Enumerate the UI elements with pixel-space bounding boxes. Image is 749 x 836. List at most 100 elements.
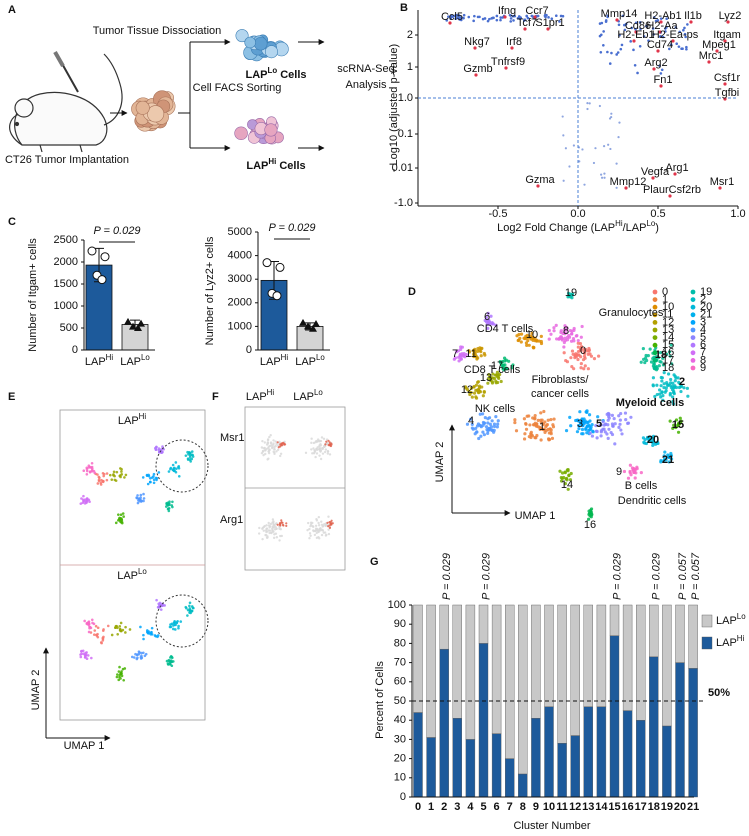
bar-segment [491, 733, 502, 798]
cell-dot [525, 343, 529, 347]
cell-dot [276, 448, 280, 451]
cell-dot [611, 424, 615, 428]
column-label-part: Hi [267, 388, 275, 397]
p-value-label: P = 0.029 [651, 553, 663, 600]
cell-dot [486, 428, 491, 432]
cell-dot [599, 434, 603, 438]
y-tick-label: 500 [60, 322, 78, 334]
cell-dot [550, 436, 555, 440]
cell-dot [320, 528, 324, 532]
cell-dot [460, 345, 464, 349]
cell-dot [154, 476, 158, 480]
cell-dot [554, 323, 558, 327]
legend-swatch [652, 335, 658, 340]
cell-dot [267, 521, 270, 525]
cell-dot [267, 450, 270, 453]
cell-dot [603, 430, 607, 434]
bar-segment [413, 712, 423, 798]
data-point [129, 322, 137, 330]
cell-dot [664, 389, 668, 393]
gene-label: Mmp12 [610, 176, 647, 188]
gene-dot [674, 26, 678, 29]
cell-dot [536, 418, 540, 422]
cell-dot [576, 419, 581, 423]
cell-dot [490, 322, 494, 326]
cell-dot [486, 311, 490, 315]
x-tick-label-part: LAP [120, 356, 141, 368]
cell-dot [88, 470, 92, 474]
cell-dot [659, 384, 663, 388]
gene-dot [677, 45, 681, 48]
gene-dot [481, 17, 485, 21]
cell-dot [518, 336, 522, 340]
cell-dot [659, 360, 663, 364]
bar-segment [531, 718, 541, 798]
cell-dot [169, 656, 172, 659]
cell-dot [576, 349, 581, 354]
cell-dot [668, 393, 672, 397]
gene-dot [462, 13, 466, 17]
gene-dot [543, 14, 547, 18]
legend-label: 21 [700, 309, 712, 321]
cell-dot [264, 452, 267, 456]
gene-dot [602, 43, 605, 47]
cell-dot [524, 341, 529, 345]
cell-dot [647, 436, 651, 441]
legend-swatch [652, 342, 658, 348]
cell-group-label-part: Cells [277, 69, 306, 81]
cell-dot [270, 446, 274, 450]
cell-dot [558, 469, 562, 473]
cell-dot [474, 388, 478, 392]
cell-dot [174, 628, 177, 631]
cluster-number: 5 [596, 418, 602, 430]
cell-dot [566, 291, 571, 295]
y-tick-label: 0.1 [398, 128, 413, 140]
bar-segment [557, 604, 567, 744]
cell-dot [128, 628, 132, 631]
cell-dot [582, 367, 586, 371]
cell-dot [88, 625, 91, 628]
cell-dot [514, 429, 519, 433]
cell-dot [527, 434, 531, 439]
x-tick-label: 11 [556, 801, 568, 813]
gene-dot [652, 16, 656, 19]
legend-swatch [701, 614, 713, 628]
cell-dot [85, 472, 89, 476]
cell-dot [570, 332, 574, 336]
gene-dot [610, 51, 613, 55]
cell-dot [328, 453, 332, 456]
cluster-number: 8 [563, 325, 569, 337]
cell-dot [312, 525, 315, 529]
gene-dot [615, 53, 618, 56]
cell-dot [525, 336, 529, 340]
bar-segment [636, 604, 646, 721]
cell-dot [457, 355, 461, 359]
gene-dot [568, 165, 571, 168]
gene-dot [656, 18, 660, 22]
step-label: scRNA-Seq [337, 63, 394, 75]
legend-label-part: LAP [716, 615, 737, 627]
data-point [299, 318, 307, 326]
cell-dot [564, 477, 568, 481]
gene-dot [618, 33, 621, 37]
y-tick-label: 0.01 [392, 162, 413, 174]
x-tick-label: LAPHi [260, 353, 289, 368]
cell-dot [188, 604, 191, 608]
cell-dot [188, 454, 192, 457]
column-label-part: LAP [246, 391, 267, 403]
data-point [312, 320, 320, 328]
cell-dot [319, 449, 323, 452]
cell-dot [528, 423, 532, 427]
highlight-dot [510, 46, 514, 50]
cell-dot [659, 460, 663, 464]
cell-dot [119, 474, 122, 477]
cell-dot [269, 522, 273, 526]
cell-dot [597, 354, 601, 358]
legend-swatch [652, 312, 658, 318]
cell-dot [152, 472, 156, 476]
legend-swatch [690, 297, 696, 302]
cell-group-label-part: Lo [267, 66, 277, 75]
cell-dot [491, 372, 495, 376]
cell-dot [166, 662, 170, 666]
cell-dot [672, 392, 676, 396]
